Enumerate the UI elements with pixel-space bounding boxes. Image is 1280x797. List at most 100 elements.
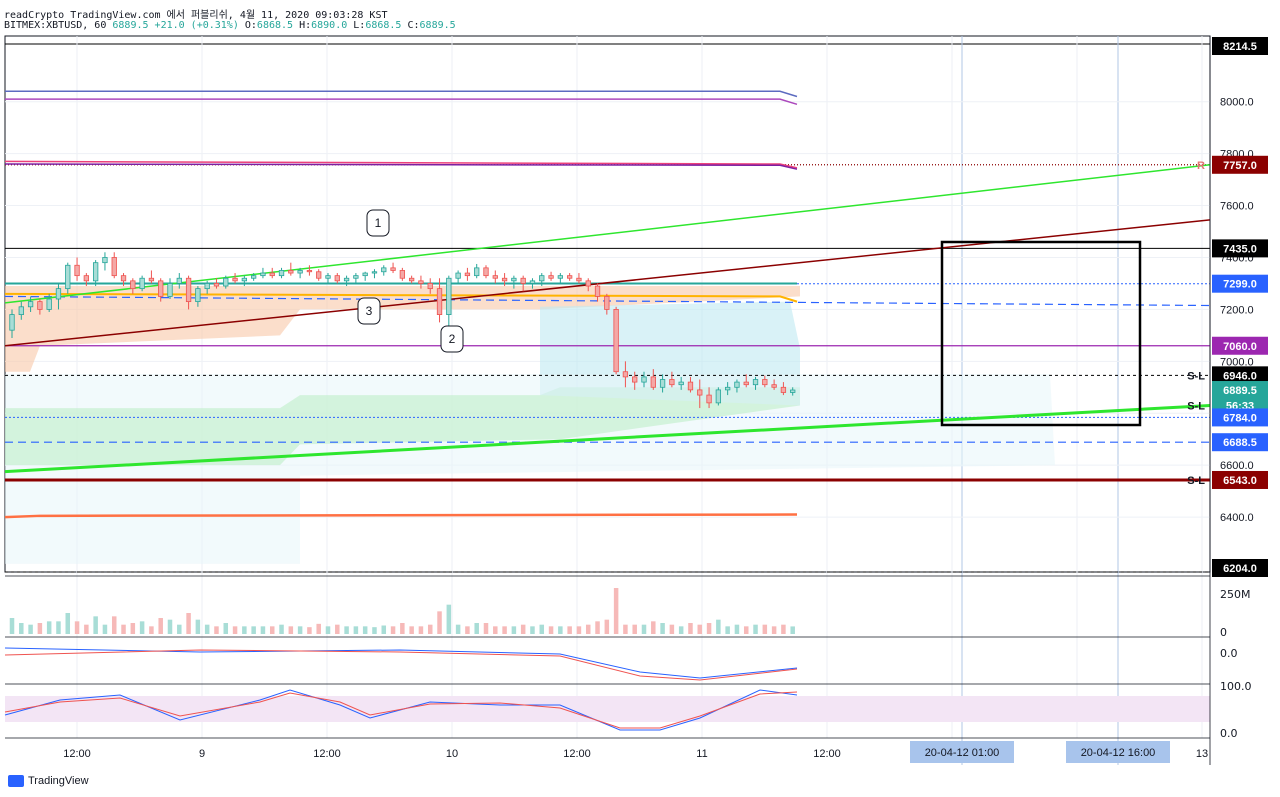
volume-bar — [74, 621, 80, 634]
price-label-text: 6946.0 — [1223, 370, 1257, 382]
volume-bar — [28, 624, 33, 634]
volume-bar — [762, 624, 768, 634]
candle-body — [288, 270, 294, 274]
volume-bar — [697, 624, 703, 634]
volume-bar — [288, 626, 294, 634]
volume-bar — [102, 624, 108, 634]
candle-body — [622, 371, 629, 378]
candle-body — [74, 264, 80, 277]
candle-body — [343, 277, 350, 282]
last-price: 6889.5 — [112, 20, 149, 31]
volume-bar — [344, 626, 349, 634]
price-label-text: 8214.5 — [1223, 41, 1257, 53]
time-badge-box — [1066, 741, 1170, 763]
candle-body — [715, 389, 722, 404]
candle-body — [446, 277, 452, 315]
candle-body — [46, 298, 52, 310]
volume-bar — [446, 604, 452, 634]
tradingview-logo-icon — [8, 775, 24, 787]
volume-bar — [139, 621, 145, 634]
volume-bar — [186, 613, 191, 634]
candle-body — [102, 257, 108, 264]
candle-body — [455, 272, 461, 279]
price-label-box — [1212, 37, 1268, 55]
candle-body — [678, 381, 684, 386]
candle-body — [743, 381, 749, 386]
volume-bar — [604, 619, 610, 634]
volume-bar — [716, 619, 721, 634]
candle-body — [659, 379, 666, 388]
volume-bar — [279, 624, 284, 634]
volume-bar — [465, 626, 470, 634]
volume-tick-label: 0 — [1220, 626, 1227, 639]
candle-body — [724, 386, 731, 391]
price-label-text: 7757.0 — [1223, 160, 1257, 172]
volume-bar — [269, 626, 275, 634]
candle-body — [223, 277, 229, 287]
volume-bar — [753, 624, 758, 634]
candle-body — [185, 277, 192, 303]
volume-bar — [204, 624, 210, 634]
volume-bar — [325, 626, 331, 634]
volume-bar — [520, 624, 526, 634]
candle-body — [539, 275, 545, 282]
volume-bar — [437, 611, 442, 634]
volume-bar — [678, 626, 684, 634]
volume-bar — [632, 624, 637, 634]
annotation-label: 2 — [449, 332, 456, 346]
tradingview-footer[interactable]: TradingView — [8, 775, 89, 787]
volume-bar — [297, 626, 303, 634]
volume-bar — [409, 626, 414, 634]
volume-bar — [46, 621, 52, 634]
time-tick-label: 10 — [446, 748, 458, 760]
cloud-orange — [5, 286, 800, 372]
price-label-box — [1212, 274, 1268, 293]
volume-bar — [548, 626, 554, 634]
candle-body — [632, 376, 638, 383]
candle-body — [278, 270, 285, 277]
volume-bar — [195, 619, 201, 634]
candle-body — [790, 389, 796, 393]
candle-body — [297, 270, 303, 274]
candle-body — [195, 288, 201, 303]
candle-body — [269, 272, 275, 277]
ma-orange — [4, 292, 798, 303]
volume-bar — [558, 626, 563, 634]
volume-bar — [585, 624, 591, 634]
volume-bar — [158, 618, 163, 634]
candle-body — [241, 277, 248, 282]
volume-bar — [790, 626, 795, 634]
ma-band-lower — [5, 98, 798, 106]
volume-bar — [530, 626, 535, 634]
volume-bar — [688, 623, 693, 634]
candle-body — [548, 275, 554, 279]
volume-bar — [251, 626, 256, 634]
candle-body — [557, 275, 564, 279]
high-value: 6890.0 — [311, 20, 348, 31]
candle-body — [706, 394, 712, 404]
candle-body — [762, 379, 768, 386]
price-label-box — [1212, 336, 1268, 355]
ma-purple — [4, 163, 798, 170]
volume-bar — [706, 623, 712, 634]
volume-bar — [734, 624, 740, 634]
candle-body — [399, 270, 406, 279]
volume-bar — [511, 626, 517, 634]
candle-body — [464, 272, 471, 277]
ma-pink — [4, 160, 798, 169]
price-label-box — [1212, 433, 1268, 452]
volume-bar — [167, 619, 173, 634]
candle-body — [27, 301, 34, 308]
volume-bar — [669, 624, 675, 634]
candle-body — [111, 257, 117, 277]
volume-bar — [613, 588, 619, 634]
candle-body — [734, 381, 740, 388]
price-label-text: 6688.5 — [1223, 437, 1257, 449]
candle-body — [752, 379, 759, 386]
symbol-label[interactable]: BITMEX:XBTUSD, 60 — [4, 20, 107, 31]
candle-body — [139, 277, 145, 290]
volume-bar — [502, 626, 507, 634]
candle-body — [204, 283, 210, 290]
candle-body — [55, 288, 62, 300]
